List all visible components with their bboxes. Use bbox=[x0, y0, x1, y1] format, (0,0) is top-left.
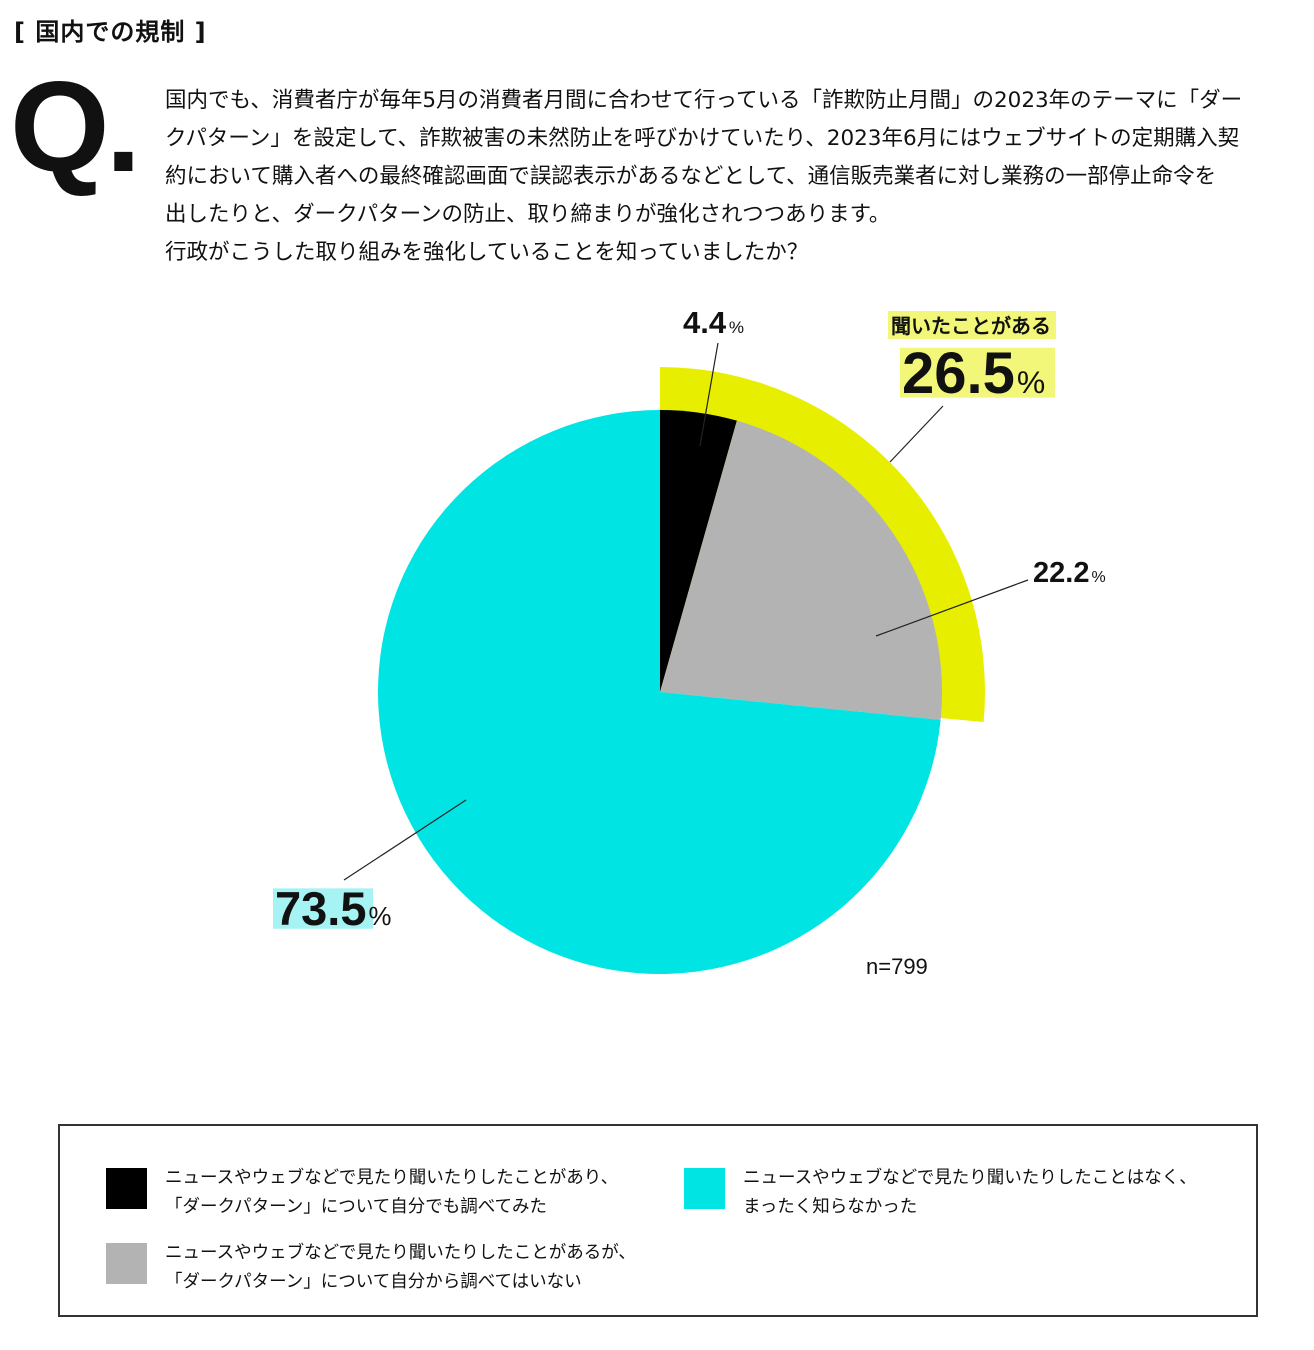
question-line: クパターン」を設定して、詐欺被害の未然防止を呼びかけていたり、2023年6月には… bbox=[165, 126, 1240, 151]
section-label: [ 国内での規制 ] bbox=[14, 18, 207, 46]
legend-item-unaware: ニュースやウェブなどで見たり聞いたりしたことはなく、 まったく知らなかった bbox=[684, 1164, 1197, 1222]
slice-researched bbox=[660, 410, 737, 692]
leader-line-researched bbox=[699, 342, 719, 447]
question-line: 行政がこうした取り組みを強化していることを知っていましたか？ bbox=[165, 240, 809, 265]
legend-swatch-gray bbox=[106, 1243, 147, 1284]
label-not-researched: 22.2 bbox=[1033, 557, 1089, 589]
slice-unaware bbox=[378, 410, 941, 975]
label-unaware: 73.5 bbox=[275, 882, 366, 935]
legend-swatch-black bbox=[106, 1168, 147, 1209]
question-line: 出したりと、ダークパターンの防止、取り締まりが強化されつつあります。 bbox=[165, 202, 891, 227]
legend-item-researched: ニュースやウェブなどで見たり聞いたりしたことがあり、 「ダークパターン」について… bbox=[106, 1164, 618, 1222]
leader-line-group bbox=[889, 405, 944, 463]
group-title-highlight bbox=[888, 311, 1056, 339]
label-researched-percent-sign: % bbox=[729, 318, 744, 337]
label-not-researched-percent-sign: % bbox=[1091, 569, 1105, 586]
legend-swatch-cyan bbox=[684, 1168, 725, 1209]
sample-size: n=799 bbox=[866, 954, 928, 979]
legend-text-line: ニュースやウェブなどで見たり聞いたりしたことがあるが、 bbox=[165, 1243, 636, 1263]
legend-text-line: 「ダークパターン」について自分から調べてはいない bbox=[165, 1272, 582, 1292]
leader-line-not-researched bbox=[875, 579, 1029, 637]
label-group: 26.5 bbox=[902, 341, 1015, 406]
label-unaware-percent-sign: % bbox=[368, 903, 391, 931]
legend-text-line: ニュースやウェブなどで見たり聞いたりしたことはなく、 bbox=[743, 1168, 1197, 1188]
label-unaware-highlight bbox=[273, 888, 373, 929]
legend-text-line: 「ダークパターン」について自分でも調べてみた bbox=[165, 1197, 548, 1217]
leader-line-unaware bbox=[343, 799, 467, 881]
slice-not-researched bbox=[660, 420, 942, 720]
label-group-highlight bbox=[900, 347, 1055, 398]
group-title: 聞いたことがある bbox=[891, 314, 1051, 338]
question-text: 国内でも、消費者庁が毎年5月の消費者月間に合わせて行っている「詐欺防止月間」の2… bbox=[165, 82, 1305, 272]
legend-text-line: ニュースやウェブなどで見たり聞いたりしたことがあり、 bbox=[165, 1168, 619, 1188]
label-group-percent-sign: % bbox=[1017, 364, 1045, 400]
question-mark-label: Q. bbox=[10, 56, 141, 199]
question-line: 国内でも、消費者庁が毎年5月の消費者月間に合わせて行っている「詐欺防止月間」の2… bbox=[165, 88, 1243, 113]
question-line: 約において購入者への最終確認画面で誤認表示があるなどとして、通信販売業者に対し業… bbox=[165, 164, 1217, 189]
legend: ニュースやウェブなどで見たり聞いたりしたことがあり、 「ダークパターン」について… bbox=[58, 1124, 1258, 1317]
legend-item-not-researched: ニュースやウェブなどで見たり聞いたりしたことがあるが、 「ダークパターン」につい… bbox=[106, 1239, 636, 1297]
label-researched: 4.4 bbox=[683, 305, 727, 340]
legend-text-line: まったく知らなかった bbox=[743, 1197, 918, 1217]
